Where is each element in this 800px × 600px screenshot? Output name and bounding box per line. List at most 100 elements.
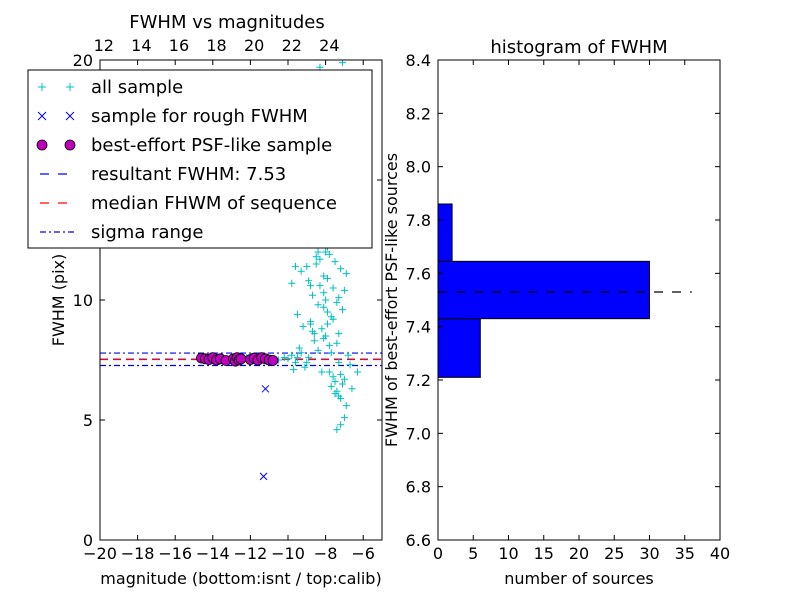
all-sample-point [305,277,313,285]
all-sample-point [333,339,341,347]
all-sample-point [329,284,337,292]
all-sample-point [337,421,345,429]
all-sample-point [337,265,345,273]
legend: all sample sample for rough FWHM best-effo… [27,69,373,249]
right-x-axis-label: number of sources [504,569,654,588]
all-sample-point [293,354,301,362]
all-sample-point [331,258,339,266]
legend-marker [36,139,48,151]
y-tick-label: 7.0 [406,424,431,443]
left-y-axis-label: FWHM (pix) [49,254,68,347]
y-tick-label: 6.8 [406,478,431,497]
psf-sample-point [267,355,279,366]
all-sample-point [318,325,326,333]
left-chart-title: FWHM vs magnitudes [129,12,324,33]
rough-sample-point [261,384,270,393]
histogram-bar [438,203,453,262]
legend-marker [66,83,74,91]
all-sample-point [340,286,348,294]
all-sample-point [339,306,347,314]
all-sample-point [331,378,339,386]
x-tick-label: 35 [675,544,695,563]
all-sample-point [327,382,335,390]
all-sample-point [297,349,305,357]
y-tick-label: 7.2 [406,371,431,390]
all-sample-point [308,327,316,335]
x-tick-label: 5 [468,544,478,563]
all-sample-point [320,303,328,311]
top-axis-ticks: 12 14 16 18 20 22 24 [94,36,340,55]
all-sample-point [314,248,322,256]
right-y-axis-label: FWHM of best-effort PSF-like sources [382,153,401,447]
all-sample-point [316,282,324,290]
all-sample-point [293,310,301,318]
y-tick-label: 8.4 [406,51,431,70]
y-tick-label: 7.6 [406,264,431,283]
x-tick-label: 15 [534,544,554,563]
all-sample-point [327,313,335,321]
all-sample-point [337,370,345,378]
all-sample-point [295,344,303,352]
x-tick-label: −20 [83,544,117,563]
y-tick-label: 8.2 [406,104,431,123]
x-tick-label: −10 [271,544,305,563]
top-tick-label: 24 [319,36,339,55]
top-tick-label: 18 [206,36,226,55]
top-tick-label: 14 [131,36,151,55]
x-tick-label: −14 [196,544,230,563]
y-tick-label: 7.4 [406,318,431,337]
all-sample-point [288,351,296,359]
all-sample-point [320,334,328,342]
left-x-axis-label: magnitude (bottom:isnt / top:calib) [100,569,381,588]
all-sample-point [305,354,313,362]
all-sample-point [318,368,326,376]
all-sample-point [280,354,288,362]
all-sample-point [314,301,322,309]
all-sample-point [322,296,330,304]
psf-sample-point [235,353,247,365]
all-sample-point [307,282,315,290]
all-sample-point [299,322,307,330]
legend-box [27,69,373,249]
all-sample-point [320,272,328,280]
histogram-bar [438,260,650,320]
all-sample-point [331,390,339,398]
left-chart-panel: FWHM vs magnitudes 12 14 16 18 20 22 24 −20 −18… [27,12,383,588]
x-tick-label: 40 [710,544,730,563]
all-sample-point [301,363,309,371]
all-sample-point [335,330,343,338]
all-sample-point [340,414,348,422]
all-sample-point [308,291,316,299]
y-tick-label: 5 [83,411,93,430]
all-sample-point [323,308,331,316]
histogram-bar [438,318,481,378]
legend-label: best-effort PSF-like sample [91,135,332,156]
right-x-ticks: 0 5 10 15 20 25 30 35 40 [433,60,730,563]
all-sample-point [335,358,343,366]
all-sample-point [312,253,320,261]
all-sample-point [303,262,311,270]
right-data-layer [438,203,692,378]
all-sample-point [297,267,305,275]
legend-label: sample for rough FWHM [91,106,308,127]
all-sample-point [340,375,348,383]
all-sample-point [333,426,341,434]
legend-label: resultant FWHM: 7.53 [91,164,286,185]
all-sample-point [288,279,296,287]
all-sample-point [310,337,318,345]
y-tick-label: 8.0 [406,158,431,177]
y-tick-label: 0 [83,531,93,550]
all-sample-point [312,260,320,268]
x-tick-label: −8 [314,544,338,563]
right-chart-panel: histogram of FWHM 0 5 10 15 20 25 30 35 40 6.66.… [382,37,730,588]
all-sample-point [348,385,356,393]
all-sample-point [284,355,292,363]
y-tick-label: 10 [73,291,93,310]
all-sample-point [344,351,352,359]
legend-marker [38,83,46,91]
legend-marker [64,139,76,151]
all-sample-point [322,248,330,256]
all-sample-point [327,349,335,357]
top-tick-label: 16 [169,36,189,55]
all-sample-point [323,274,331,282]
